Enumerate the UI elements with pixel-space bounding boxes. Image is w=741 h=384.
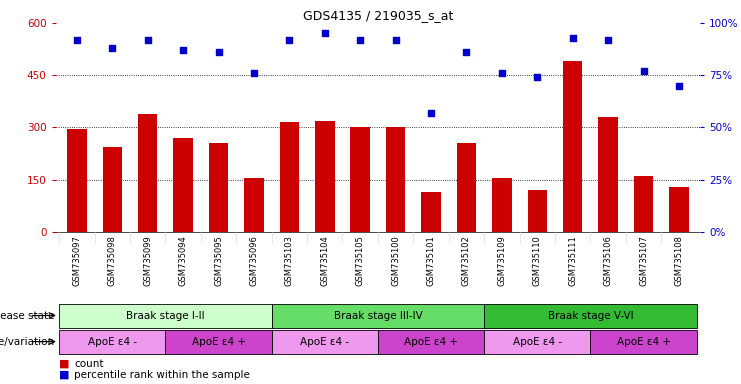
Bar: [634, 176, 654, 232]
Text: GSM735094: GSM735094: [179, 235, 187, 286]
Bar: [209, 143, 228, 232]
Title: GDS4135 / 219035_s_at: GDS4135 / 219035_s_at: [303, 9, 453, 22]
Text: GSM735097: GSM735097: [73, 235, 82, 286]
Bar: [165, 330, 272, 354]
Bar: [272, 304, 484, 328]
Point: [213, 49, 225, 55]
Text: GSM735102: GSM735102: [462, 235, 471, 286]
Bar: [484, 304, 697, 328]
Point: [354, 37, 366, 43]
Point: [531, 74, 543, 80]
Bar: [599, 117, 618, 232]
Bar: [563, 61, 582, 232]
Point: [177, 47, 189, 53]
Text: GSM735095: GSM735095: [214, 235, 223, 286]
Text: GSM735111: GSM735111: [568, 235, 577, 286]
Point: [248, 70, 260, 76]
Text: GSM735108: GSM735108: [674, 235, 683, 286]
Bar: [59, 304, 272, 328]
Text: disease state: disease state: [0, 311, 54, 321]
Point: [425, 110, 437, 116]
Bar: [669, 187, 688, 232]
Point: [319, 30, 330, 36]
Text: Braak stage I-II: Braak stage I-II: [126, 311, 205, 321]
Text: ApoE ε4 +: ApoE ε4 +: [617, 337, 671, 347]
Bar: [350, 127, 370, 232]
Text: GSM735105: GSM735105: [356, 235, 365, 286]
Text: count: count: [74, 359, 104, 369]
Text: GSM735110: GSM735110: [533, 235, 542, 286]
Text: GSM735109: GSM735109: [497, 235, 506, 286]
Text: ApoE ε4 +: ApoE ε4 +: [404, 337, 458, 347]
Point: [390, 37, 402, 43]
Text: GSM735106: GSM735106: [604, 235, 613, 286]
Bar: [456, 143, 476, 232]
Bar: [173, 138, 193, 232]
Point: [638, 68, 650, 74]
Text: GSM735101: GSM735101: [427, 235, 436, 286]
Text: GSM735096: GSM735096: [250, 235, 259, 286]
Text: ApoE ε4 -: ApoE ε4 -: [513, 337, 562, 347]
Text: Braak stage III-IV: Braak stage III-IV: [333, 311, 422, 321]
Point: [283, 37, 295, 43]
Bar: [279, 122, 299, 232]
Bar: [59, 330, 165, 354]
Bar: [386, 127, 405, 232]
Text: ■: ■: [59, 359, 70, 369]
Bar: [378, 330, 484, 354]
Bar: [315, 121, 334, 232]
Bar: [245, 178, 264, 232]
Bar: [272, 330, 378, 354]
Bar: [528, 190, 547, 232]
Bar: [492, 178, 511, 232]
Text: ■: ■: [59, 370, 70, 380]
Bar: [422, 192, 441, 232]
Text: percentile rank within the sample: percentile rank within the sample: [74, 370, 250, 380]
Bar: [591, 330, 697, 354]
Bar: [102, 147, 122, 232]
Point: [142, 37, 153, 43]
Point: [461, 49, 473, 55]
Text: GSM735107: GSM735107: [639, 235, 648, 286]
Text: genotype/variation: genotype/variation: [0, 337, 54, 347]
Point: [602, 37, 614, 43]
Point: [496, 70, 508, 76]
Text: GSM735103: GSM735103: [285, 235, 294, 286]
Text: ApoE ε4 -: ApoE ε4 -: [87, 337, 137, 347]
Text: GSM735098: GSM735098: [107, 235, 117, 286]
Point: [567, 35, 579, 41]
Point: [106, 45, 118, 51]
Bar: [67, 129, 87, 232]
Point: [673, 83, 685, 89]
Text: GSM735099: GSM735099: [143, 235, 152, 286]
Bar: [484, 330, 591, 354]
Text: GSM735100: GSM735100: [391, 235, 400, 286]
Text: ApoE ε4 +: ApoE ε4 +: [191, 337, 245, 347]
Text: ApoE ε4 -: ApoE ε4 -: [300, 337, 349, 347]
Point: [71, 37, 83, 43]
Text: Braak stage V-VI: Braak stage V-VI: [548, 311, 634, 321]
Text: GSM735104: GSM735104: [320, 235, 329, 286]
Bar: [138, 114, 157, 232]
